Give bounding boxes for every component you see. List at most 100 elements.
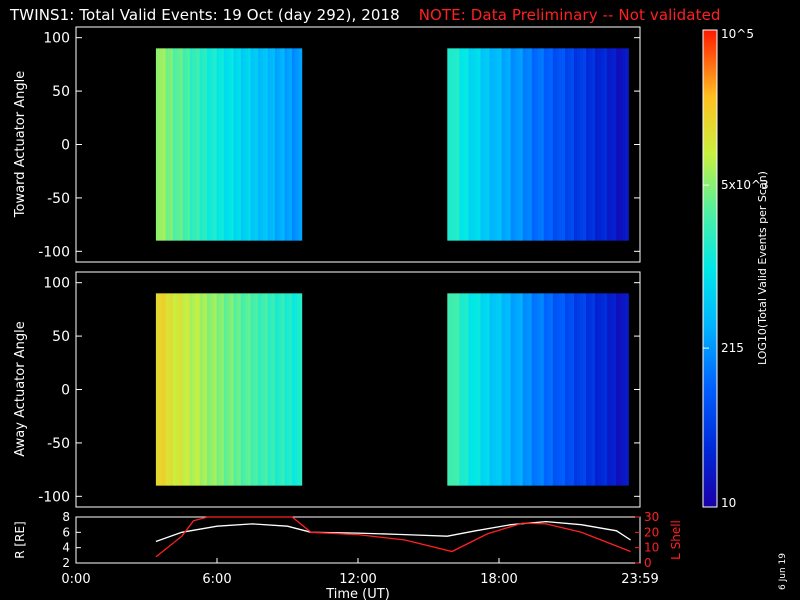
heatmap-column <box>158 293 162 486</box>
heatmap-column <box>160 48 164 241</box>
colorbar-tick-label: 5x10^3 <box>721 178 769 192</box>
heatmap-column <box>250 48 254 241</box>
heatmap-column <box>226 293 230 486</box>
heatmap-column <box>528 293 533 486</box>
colorbar-gradient <box>703 30 717 507</box>
heatmap-column <box>498 48 503 241</box>
heatmap-column <box>291 293 295 486</box>
heatmap-column <box>172 293 176 486</box>
heatmap-column <box>262 48 266 241</box>
heatmap-column <box>589 293 593 486</box>
heatmap-column <box>216 48 220 241</box>
heatmap-column <box>206 48 210 241</box>
heatmap-column <box>206 293 210 486</box>
heatmap-column <box>513 48 518 241</box>
r-tick-label: 6 <box>62 525 70 539</box>
heatmap-column <box>233 48 237 241</box>
heatmap-column <box>595 293 599 486</box>
heatmap-column <box>531 293 536 486</box>
heatmap-column <box>231 293 235 486</box>
heatmap-column <box>211 293 215 486</box>
heatmap-column <box>209 293 213 486</box>
heatmap-column <box>579 48 584 241</box>
heatmap-column <box>187 48 191 241</box>
heatmap-column <box>185 48 189 241</box>
heatmap-column <box>525 48 530 241</box>
heatmap-column <box>265 293 269 486</box>
heatmap-column <box>197 48 201 241</box>
heatmap-column <box>570 48 575 241</box>
heatmap-column <box>238 48 242 241</box>
heatmap-column <box>223 293 227 486</box>
colorbar-frame <box>702 29 718 508</box>
heatmap-column <box>175 48 179 241</box>
y-tick-label: -50 <box>47 191 70 207</box>
heatmap-column <box>202 293 206 486</box>
heatmap-column <box>480 48 485 241</box>
heatmap-column <box>260 48 264 241</box>
heatmap-column <box>576 48 581 241</box>
heatmap-column <box>564 48 569 241</box>
heatmap-column <box>486 48 491 241</box>
preliminary-note: NOTE: Data Preliminary -- Not validated <box>418 6 721 24</box>
heatmap-column <box>604 48 608 241</box>
heatmap-column <box>586 48 590 241</box>
heatmap-column <box>504 48 509 241</box>
heatmap-column <box>607 293 611 486</box>
r-tick-label: 8 <box>62 510 70 524</box>
heatmap-column <box>294 48 298 241</box>
heatmap-column <box>257 48 261 241</box>
heatmap-column <box>489 293 494 486</box>
heatmap-column <box>291 48 295 241</box>
heatmap-column <box>282 293 286 486</box>
heatmap-column <box>465 48 470 241</box>
heatmap-column <box>546 293 551 486</box>
colorbar-label: LOG10(Total Valid Events per Scan) <box>756 171 769 365</box>
heatmap-column <box>447 48 451 241</box>
heatmap-column <box>170 293 174 486</box>
heatmap-column <box>486 293 491 486</box>
heatmap-column <box>495 48 500 241</box>
radius-line <box>155 520 631 543</box>
heatmap-column <box>277 293 281 486</box>
heatmap-column <box>610 48 614 241</box>
heatmap-column <box>477 293 482 486</box>
heatmap-column <box>262 293 266 486</box>
heatmap-column <box>272 293 276 486</box>
heatmap-column <box>613 48 617 241</box>
y-tick-label: 100 <box>43 276 70 292</box>
heatmap-column <box>175 293 179 486</box>
heatmap-column <box>240 293 244 486</box>
heatmap-column <box>595 48 599 241</box>
toward-angle-panel: 100 50 0 -50 -100 Toward Actuator Angle <box>13 26 641 263</box>
heatmap-column <box>558 48 563 241</box>
time-tick-label: 18:00 <box>480 572 517 587</box>
heatmap-column <box>543 48 548 241</box>
lshell-tick-label: 10 <box>644 541 659 555</box>
heatmap-column <box>459 48 463 241</box>
heatmap-column <box>576 293 581 486</box>
heatmap-column <box>598 48 602 241</box>
heatmap-column <box>270 48 274 241</box>
heatmap-column <box>558 293 563 486</box>
heatmap-column <box>294 293 298 486</box>
heatmap-column <box>501 293 506 486</box>
heatmap-column <box>619 293 623 486</box>
heatmap-column <box>216 293 220 486</box>
heatmap-column <box>299 48 303 241</box>
r-tick-label: 2 <box>62 556 70 570</box>
heatmap-column <box>549 293 554 486</box>
heatmap-column <box>507 48 512 241</box>
heatmap-column <box>456 293 460 486</box>
heatmap-column <box>296 293 300 486</box>
heatmap-column <box>537 48 542 241</box>
heatmap-column <box>279 293 283 486</box>
heatmap-column <box>228 293 232 486</box>
heatmap-column <box>279 48 283 241</box>
colorbar-tick-label: 10^5 <box>721 27 754 41</box>
heatmap-column <box>525 293 530 486</box>
y-tick-label: 50 <box>52 84 70 100</box>
heatmap-column <box>474 48 479 241</box>
heatmap-column <box>158 48 162 241</box>
heatmap-column <box>214 293 218 486</box>
